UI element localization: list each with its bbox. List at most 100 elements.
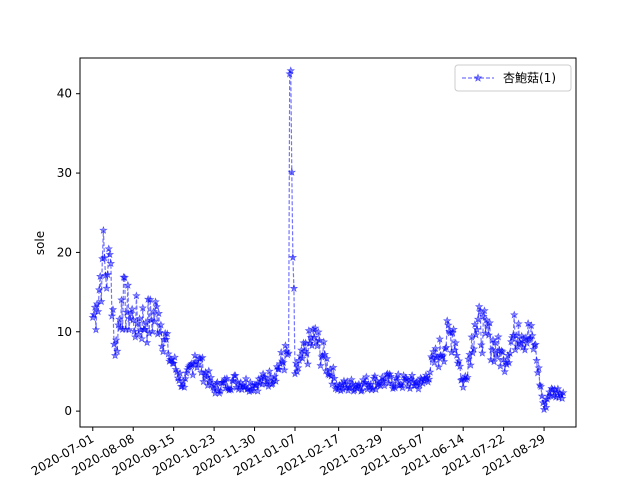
data-point	[338, 384, 348, 393]
data-point	[391, 373, 401, 382]
data-point	[221, 383, 231, 392]
data-point	[466, 360, 475, 369]
data-point	[315, 335, 324, 344]
data-point	[164, 349, 173, 358]
data-point	[309, 332, 319, 341]
data-point	[111, 335, 121, 344]
data-point	[201, 367, 210, 376]
data-point	[117, 295, 126, 304]
data-point	[541, 403, 551, 412]
data-point	[209, 384, 219, 393]
data-point	[123, 280, 133, 289]
data-point	[140, 325, 150, 334]
data-point	[444, 320, 453, 329]
data-point	[204, 366, 214, 375]
data-point	[451, 338, 460, 347]
data-point	[109, 339, 119, 348]
legend-label: 杏鮑菇(1)	[503, 71, 556, 85]
data-point	[279, 358, 288, 367]
data-point	[151, 297, 160, 306]
data-point	[229, 376, 238, 385]
data-point	[289, 283, 299, 293]
data-point	[535, 380, 545, 389]
data-point	[553, 384, 563, 393]
data-point	[512, 331, 521, 340]
y-axis: 0 10 20 30 40	[57, 87, 80, 418]
data-point	[276, 348, 286, 357]
data-point	[298, 353, 307, 362]
data-point	[434, 362, 443, 371]
data-point	[325, 364, 335, 373]
x-axis: 2020-07-012020-08-082020-09-152020-10-23…	[29, 427, 548, 478]
data-point	[486, 355, 496, 364]
data-point	[470, 320, 480, 329]
data-point	[550, 384, 559, 393]
data-point	[469, 344, 479, 353]
data-point	[498, 347, 507, 356]
plot-frame	[79, 57, 577, 428]
data-point	[277, 356, 287, 365]
data-point	[93, 307, 103, 316]
data-point	[161, 335, 171, 344]
data-point	[99, 225, 108, 234]
data-point	[170, 352, 179, 361]
data-point	[274, 364, 284, 373]
data-point	[431, 344, 440, 353]
data-point	[286, 66, 295, 75]
data-point	[520, 345, 530, 354]
data-point	[487, 345, 497, 354]
data-point	[146, 295, 155, 304]
data-point	[190, 351, 200, 360]
data-point	[133, 318, 142, 328]
data-point	[435, 334, 444, 343]
data-point	[174, 376, 184, 385]
data-point	[100, 253, 109, 262]
data-point	[531, 340, 540, 349]
data-point	[394, 369, 403, 378]
data-point	[479, 311, 488, 321]
data-point	[122, 307, 132, 316]
data-point	[163, 329, 172, 338]
data-point	[141, 317, 151, 326]
data-point	[492, 352, 502, 361]
data-point	[480, 306, 489, 315]
data-point	[106, 259, 116, 268]
data-point	[503, 350, 513, 359]
data-point	[149, 307, 158, 316]
data-point	[148, 327, 157, 336]
legend: 杏鮑菇(1)	[454, 64, 572, 92]
data-point	[167, 355, 176, 364]
data-point	[142, 338, 152, 347]
data-point	[284, 348, 293, 357]
data-point	[199, 377, 208, 386]
data-point	[316, 361, 325, 370]
data-point	[305, 338, 315, 348]
data-point	[295, 356, 304, 365]
data-point	[458, 382, 468, 391]
data-point	[357, 386, 367, 395]
data-point	[558, 388, 568, 397]
data-point	[157, 341, 167, 350]
data-point	[131, 332, 140, 341]
data-point	[399, 371, 408, 380]
data-point	[450, 345, 459, 354]
data-point	[246, 377, 255, 386]
data-point	[138, 303, 148, 312]
data-point	[150, 317, 159, 326]
data-point	[263, 377, 272, 386]
data-point	[442, 316, 452, 325]
data-point	[94, 285, 104, 294]
data-point	[414, 384, 423, 393]
data-point	[329, 363, 338, 372]
data-point	[439, 357, 449, 366]
data-point	[144, 328, 154, 338]
data-point	[193, 359, 203, 368]
data-point	[322, 354, 332, 363]
data-point	[312, 337, 321, 346]
data-point	[556, 390, 566, 399]
data-point	[472, 325, 482, 334]
data-point	[455, 361, 465, 370]
data-point	[104, 244, 113, 253]
data-point	[328, 379, 337, 388]
data-point	[110, 351, 120, 360]
